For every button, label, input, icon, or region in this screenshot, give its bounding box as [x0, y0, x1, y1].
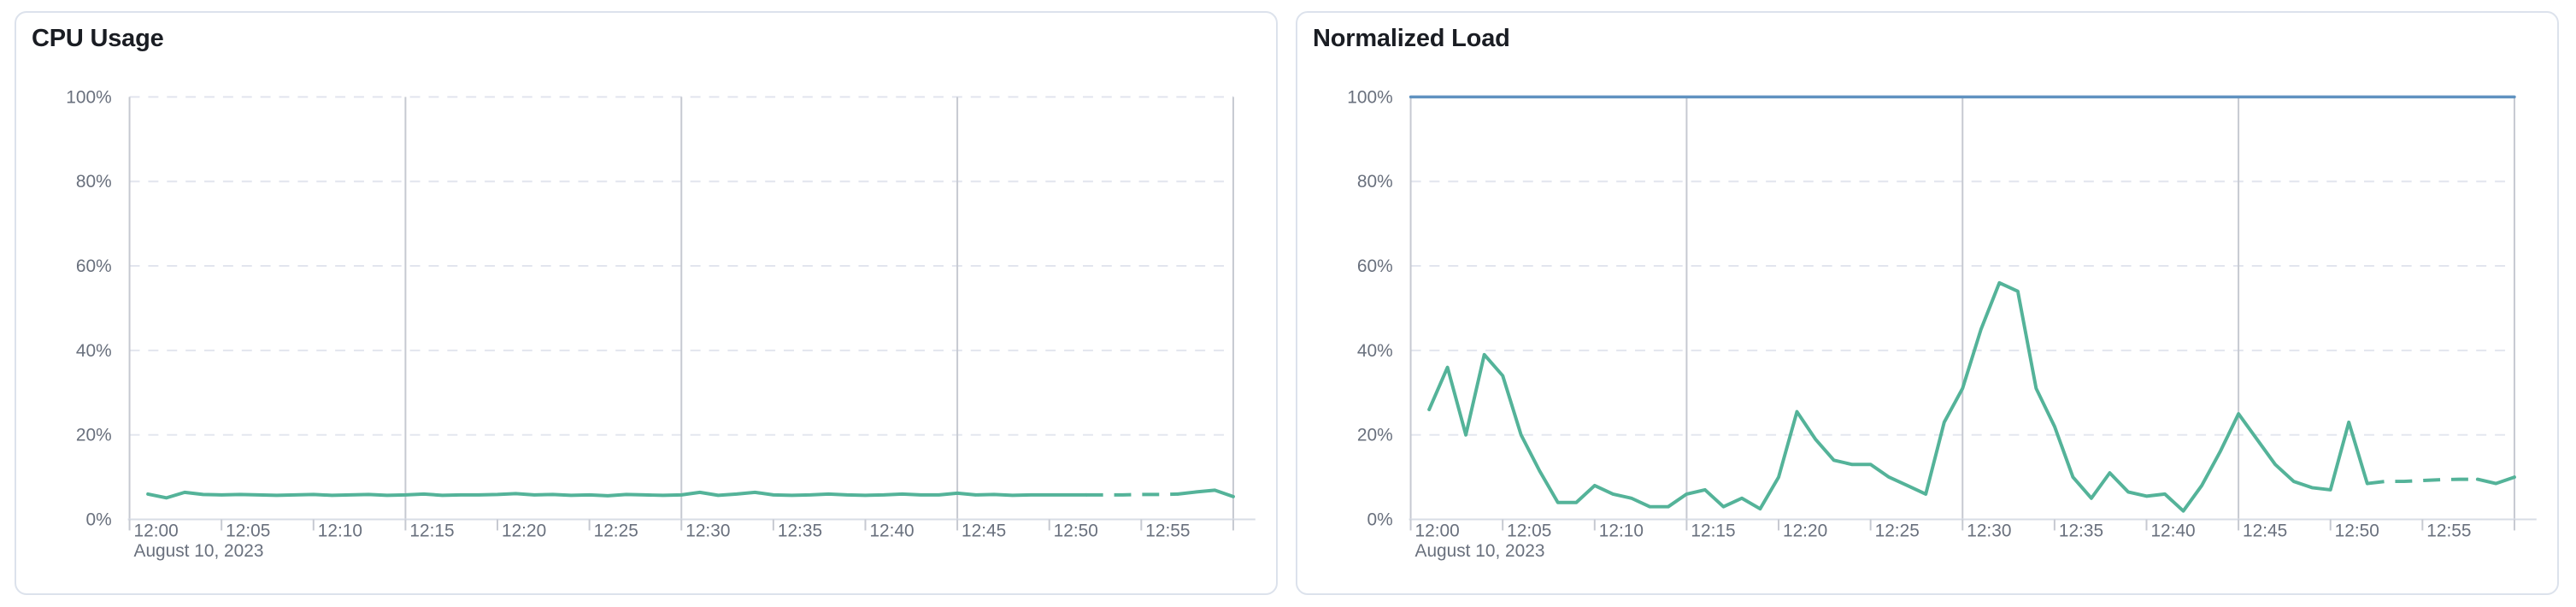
x-axis-label: 12:55: [1145, 521, 1190, 540]
normalized-load-line-dashed: [2367, 477, 2478, 486]
x-axis-label: 12:15: [409, 521, 454, 540]
y-axis-label: 60%: [76, 256, 112, 276]
x-axis-label: 12:00: [134, 521, 179, 540]
cpu-usage-card: CPU Usage 0% 20% 40% 60% 80% 100% 12:00 12:05 12…: [15, 11, 1278, 595]
normalized-load-line: [2475, 475, 2516, 486]
normalized-load-line: [1427, 280, 2369, 513]
normalized-load-chart[interactable]: 0% 20% 40% 60% 80% 100% 12:00 12:05 12:10 12:15 12…: [1297, 13, 2557, 593]
x-axis-label: 12:20: [502, 521, 546, 540]
y-axis-label: 40%: [1357, 341, 1393, 361]
x-axis-label: 12:55: [2426, 521, 2471, 540]
y-axis-label: 100%: [66, 87, 111, 107]
x-axis-label: 12:35: [778, 521, 822, 540]
x-axis-label: 12:10: [1599, 521, 1644, 540]
chart-title: CPU Usage: [32, 25, 164, 52]
x-axis-label: 12:00: [1415, 521, 1460, 540]
x-axis-date-label: August 10, 2023: [134, 541, 264, 561]
x-axis-label: 12:05: [226, 521, 270, 540]
chart-canvas: 0% 20% 40% 60% 80% 100% 12:00 12:05 12:10 12:15 12…: [66, 87, 1256, 561]
x-axis-label: 12:35: [2059, 521, 2103, 540]
cpu-usage-line-dashed: [1085, 492, 1179, 497]
chart-canvas: 0% 20% 40% 60% 80% 100% 12:00 12:05 12:10 12:15 12…: [1347, 87, 2537, 561]
y-axis-label: 20%: [1357, 426, 1393, 445]
x-axis-label: 12:30: [1967, 521, 2011, 540]
normalized-load-card: Normalized Load 0% 20% 40% 60% 80% 100% 12:00 1…: [1296, 11, 2559, 595]
x-axis-label: 12:05: [1507, 521, 1551, 540]
x-axis-date-label: August 10, 2023: [1415, 541, 1545, 561]
x-axis-label: 12:40: [2150, 521, 2195, 540]
cpu-usage-chart[interactable]: 0% 20% 40% 60% 80% 100% 12:00 12:05 12:10 12:15 12…: [16, 13, 1276, 593]
chart-title: Normalized Load: [1313, 25, 1510, 52]
x-axis-label: 12:20: [1783, 521, 1827, 540]
x-axis-label: 12:40: [869, 521, 914, 540]
y-axis-label: 100%: [1347, 87, 1392, 107]
x-axis-label: 12:50: [1054, 521, 1098, 540]
y-axis-label: 40%: [76, 341, 112, 361]
x-axis-label: 12:15: [1691, 521, 1735, 540]
x-axis-label: 12:10: [318, 521, 362, 540]
cpu-usage-line: [1176, 488, 1235, 498]
y-axis-label: 0%: [86, 510, 112, 529]
x-axis-label: 12:45: [2243, 521, 2287, 540]
cpu-usage-line: [146, 490, 1088, 500]
y-axis-label: 0%: [1367, 510, 1393, 529]
y-axis-label: 80%: [1357, 172, 1393, 192]
x-axis-label: 12:45: [962, 521, 1006, 540]
x-axis-label: 12:50: [2335, 521, 2379, 540]
y-axis-label: 60%: [1357, 256, 1393, 276]
x-axis-label: 12:25: [594, 521, 638, 540]
y-axis-label: 80%: [76, 172, 112, 192]
x-axis-label: 12:25: [1875, 521, 1920, 540]
y-axis-label: 20%: [76, 426, 112, 445]
x-axis-label: 12:30: [685, 521, 730, 540]
